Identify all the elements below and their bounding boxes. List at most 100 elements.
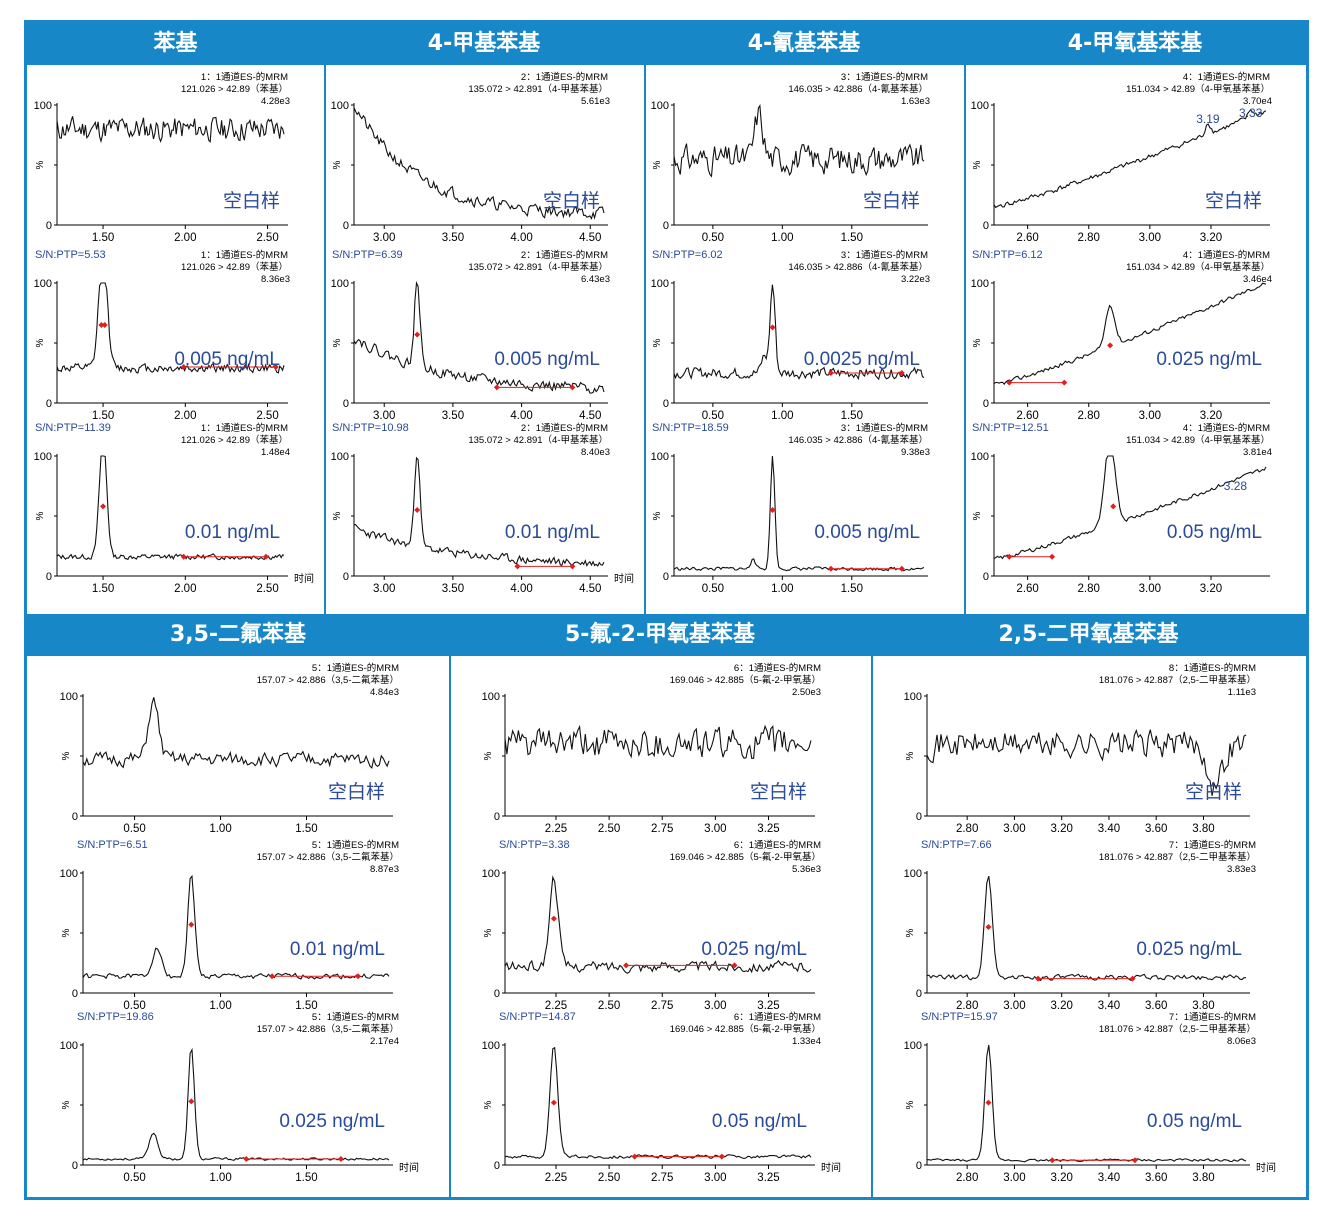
y-tick-label: 0 [72,1160,78,1172]
chromatogram-11: 0 100% 2.60 2.80 3.00 3.20 4：1通道ES-的MRM151.034… [971,422,1272,595]
peak-marker [631,1153,638,1160]
sn-ratio: S/N:PTP=12.51 [972,422,1049,434]
y-tick-label: 0 [46,398,52,410]
trace-intensity: 5.36e3 [792,864,821,875]
peak-marker [985,924,992,930]
y-tick-label: 100 [651,451,669,463]
sample-annotation: 0.005 ng/mL [174,349,280,370]
trace-intensity: 2.17e4 [370,1036,399,1047]
x-tick-label: 2.50 [598,1172,620,1184]
peak-marker [718,1153,725,1160]
y-tick-label: 100 [331,100,349,112]
peak-marker [827,565,834,572]
x-tick-label: 3.00 [1139,583,1161,595]
trace-line [673,284,925,381]
peak-marker [898,565,905,572]
x-tick-label: 3.80 [1192,823,1214,835]
y-tick-label: 100 [651,100,669,112]
trace-line [82,697,390,770]
x-tick-label: 3.20 [1200,410,1222,422]
y-tick-label: 0 [983,220,989,232]
y-tick-label: 0 [343,220,349,232]
y-axis-label: % [35,160,46,169]
peak-marker [550,915,557,922]
trace-intensity: 9.38e3 [901,447,930,458]
column-divider [644,65,646,614]
peak-marker [262,553,269,560]
x-tick-label: 0.50 [702,410,724,422]
trace-channel: 8：1通道ES-的MRM [1169,662,1256,674]
peak-marker [493,384,500,391]
x-tick-label: 3.20 [1200,583,1222,595]
y-axis-label: % [905,928,916,937]
sn-ratio: S/N:PTP=15.97 [921,1011,998,1023]
y-tick-label: 0 [983,398,989,410]
y-axis-label: % [652,338,663,347]
x-tick-label: 2.50 [256,410,278,422]
trace-line [926,875,1246,982]
column-divider [964,65,966,614]
x-axis-label: 时间 [614,572,634,585]
trace-channel: 4：1通道ES-的MRM [1183,249,1270,261]
x-tick-label: 3.25 [757,1172,779,1184]
y-tick-label: 100 [60,868,78,880]
peak-marker [550,1099,557,1106]
y-tick-label: 0 [343,398,349,410]
trace-intensity: 1.48e4 [261,447,290,458]
peak-marker [243,1156,250,1162]
y-axis-label: % [905,751,916,760]
y-axis-label: % [972,160,983,169]
trace-channel: 3：1通道ES-的MRM [841,71,928,83]
x-tick-label: 0.50 [123,823,145,835]
trace-channel: 1：1通道ES-的MRM [201,71,288,83]
x-axis-label: 时间 [294,572,314,585]
y-tick-label: 0 [916,1160,922,1172]
y-axis-label: % [35,338,46,347]
trace-transition: 157.07 > 42.886（3,5-二氟苯基） [257,1023,399,1035]
peak-marker [1006,379,1013,386]
trace-channel: 4：1通道ES-的MRM [1183,71,1270,83]
sample-annotation: 0.0025 ng/mL [804,349,920,370]
x-axis-label: 时间 [821,1161,841,1174]
x-tick-label: 2.80 [956,1172,978,1184]
figure-frame: 苯基 4-甲基苯基 4-氰基苯基 4-甲氧基苯基 3,5-二氟苯基 5-氟-2-… [24,20,1309,1200]
y-tick-label: 0 [494,1160,500,1172]
sample-annotation: 0.01 ng/mL [505,522,600,543]
trace-line [56,282,285,374]
trace-line [993,282,1267,385]
top-header-bar: 苯基 4-甲基苯基 4-氰基苯基 4-甲氧基苯基 [27,23,1306,65]
y-tick-label: 0 [343,571,349,583]
trace-line [504,724,812,759]
header-3-5-difluorophenyl: 3,5-二氟苯基 [169,622,307,647]
sample-annotation: 0.025 ng/mL [701,939,807,960]
x-tick-label: 2.80 [956,823,978,835]
y-tick-label: 0 [494,811,500,823]
column-divider [324,65,326,614]
sample-annotation: 空白样 [863,190,920,212]
y-axis-label: % [972,511,983,520]
trace-line [504,875,812,974]
peak-marker [731,962,738,969]
y-axis-label: % [652,160,663,169]
trace-transition: 157.07 > 42.886（3,5-二氟苯基） [257,674,399,686]
y-tick-label: 100 [904,1040,922,1052]
y-axis-label: % [332,338,343,347]
trace-transition: 135.072 > 42.891（4-甲基苯基） [468,83,608,95]
sample-annotation: 空白样 [543,190,600,212]
y-tick-label: 100 [331,451,349,463]
sample-annotation: 0.05 ng/mL [712,1111,807,1132]
x-tick-label: 4.50 [579,583,601,595]
x-tick-label: 3.20 [1200,232,1222,244]
peak-marker [98,322,105,328]
trace-channel: 5：1通道ES-的MRM [312,662,399,674]
chromatogram-3: 0 100% 3.00 3.50 4.00 4.50 2：1通道ES-的MRM135.072… [331,71,610,244]
x-tick-label: 3.50 [442,232,464,244]
x-tick-label: 3.25 [757,1000,779,1012]
trace-line [56,116,285,144]
x-tick-label: 1.00 [771,410,793,422]
x-tick-label: 2.75 [651,1172,673,1184]
trace-channel: 2：1通道ES-的MRM [521,422,608,434]
trace-intensity: 6.43e3 [581,274,610,285]
